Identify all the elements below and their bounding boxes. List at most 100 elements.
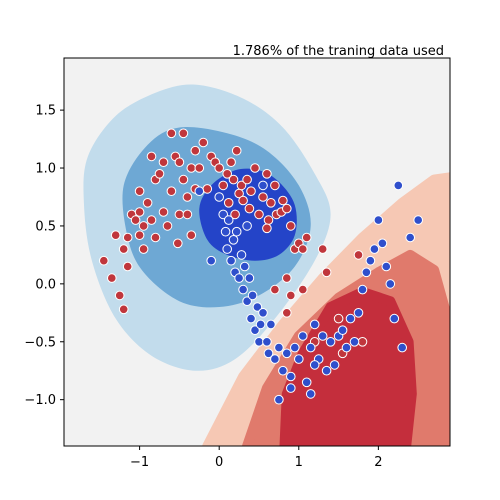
blue-data-point bbox=[365, 255, 376, 266]
blue-data-point bbox=[206, 255, 216, 266]
red-data-point bbox=[107, 273, 117, 283]
red-data-point bbox=[158, 207, 169, 217]
red-data-point bbox=[142, 198, 153, 208]
red-data-point bbox=[236, 180, 247, 191]
red-data-point bbox=[130, 215, 141, 225]
red-data-point bbox=[190, 145, 201, 156]
red-data-point bbox=[246, 186, 256, 196]
blue-data-point bbox=[258, 180, 268, 191]
red-data-point bbox=[270, 180, 280, 191]
red-data-point bbox=[182, 209, 193, 220]
red-data-point bbox=[166, 128, 177, 139]
blue-data-point bbox=[361, 267, 372, 278]
red-data-point bbox=[286, 290, 296, 301]
blue-data-point bbox=[226, 255, 236, 266]
red-data-point bbox=[174, 209, 185, 220]
red-data-point bbox=[186, 230, 197, 240]
blue-data-point bbox=[286, 383, 296, 393]
red-data-point bbox=[301, 232, 312, 243]
blue-data-point bbox=[266, 319, 276, 330]
blue-data-point bbox=[254, 337, 264, 347]
red-data-point bbox=[134, 186, 145, 196]
blue-data-point bbox=[337, 325, 348, 336]
red-data-point bbox=[250, 163, 260, 173]
red-data-point bbox=[166, 186, 177, 196]
blue-data-point bbox=[325, 337, 336, 347]
blue-data-point bbox=[305, 342, 316, 353]
chart-title: 1.786% of the traning data used bbox=[233, 44, 444, 59]
red-data-point bbox=[182, 192, 193, 202]
red-data-point bbox=[238, 195, 248, 206]
blue-data-point bbox=[278, 365, 288, 376]
blue-data-point bbox=[298, 331, 308, 341]
red-data-point bbox=[114, 290, 125, 301]
blue-data-point bbox=[301, 377, 312, 388]
red-data-point bbox=[162, 221, 173, 231]
red-data-point bbox=[198, 137, 209, 148]
blue-data-point bbox=[194, 186, 205, 196]
red-data-point bbox=[218, 180, 228, 191]
blue-data-point bbox=[282, 348, 292, 359]
red-data-point bbox=[194, 163, 205, 173]
blue-data-point bbox=[353, 308, 364, 318]
blue-data-point bbox=[377, 238, 388, 249]
red-data-point bbox=[270, 284, 280, 295]
blue-data-point bbox=[405, 232, 416, 243]
red-data-point bbox=[110, 230, 121, 240]
red-data-point bbox=[99, 255, 109, 266]
blue-data-point bbox=[242, 221, 252, 231]
red-data-point bbox=[262, 169, 272, 179]
blue-data-point bbox=[385, 279, 396, 289]
red-data-point bbox=[254, 209, 264, 220]
blue-data-point bbox=[373, 215, 384, 225]
red-data-point bbox=[353, 250, 364, 260]
blue-data-point bbox=[290, 342, 300, 353]
blue-data-point bbox=[357, 284, 368, 295]
y-tick-label: −0.5 bbox=[24, 335, 56, 350]
blue-data-point bbox=[309, 319, 320, 330]
red-data-point bbox=[298, 244, 308, 254]
blue-data-point bbox=[393, 180, 404, 191]
blue-data-point bbox=[218, 209, 228, 220]
red-data-point bbox=[178, 174, 189, 185]
red-data-point bbox=[122, 261, 133, 272]
blue-data-point bbox=[397, 342, 408, 353]
x-axis-ticks: −1 0 1 2 bbox=[130, 446, 383, 470]
blue-data-point bbox=[231, 226, 242, 237]
blue-data-point bbox=[239, 261, 250, 272]
x-tick-label: −1 bbox=[130, 455, 149, 470]
red-data-point bbox=[118, 244, 129, 254]
red-data-point bbox=[258, 192, 268, 202]
red-data-point bbox=[134, 207, 145, 217]
blue-data-point bbox=[246, 313, 256, 324]
blue-data-point bbox=[274, 394, 284, 405]
y-tick-label: −1.0 bbox=[24, 393, 56, 408]
red-data-point bbox=[317, 244, 328, 254]
blue-data-point bbox=[252, 302, 263, 312]
blue-data-point bbox=[220, 226, 231, 237]
blue-data-point bbox=[274, 342, 284, 353]
blue-data-point bbox=[321, 365, 332, 376]
y-tick-label: 1.0 bbox=[35, 162, 56, 177]
red-series bbox=[99, 128, 368, 359]
red-data-point bbox=[226, 157, 236, 167]
blue-data-point bbox=[413, 215, 424, 225]
red-data-point bbox=[286, 221, 296, 231]
red-data-point bbox=[223, 198, 234, 208]
plot-frame bbox=[63, 57, 451, 447]
blue-data-point bbox=[238, 284, 248, 295]
blue-data-point bbox=[250, 325, 260, 336]
red-data-point bbox=[282, 308, 292, 318]
red-data-point bbox=[242, 174, 252, 185]
blue-data-point bbox=[389, 313, 400, 324]
red-data-point bbox=[282, 203, 292, 214]
red-data-point bbox=[178, 128, 189, 139]
red-data-point bbox=[158, 157, 169, 167]
blue-data-point bbox=[294, 354, 304, 364]
red-data-point bbox=[263, 215, 274, 225]
blue-data-point bbox=[262, 337, 272, 347]
blue-data-point bbox=[214, 192, 224, 202]
blue-series bbox=[194, 180, 424, 405]
blue-data-point bbox=[341, 342, 352, 353]
